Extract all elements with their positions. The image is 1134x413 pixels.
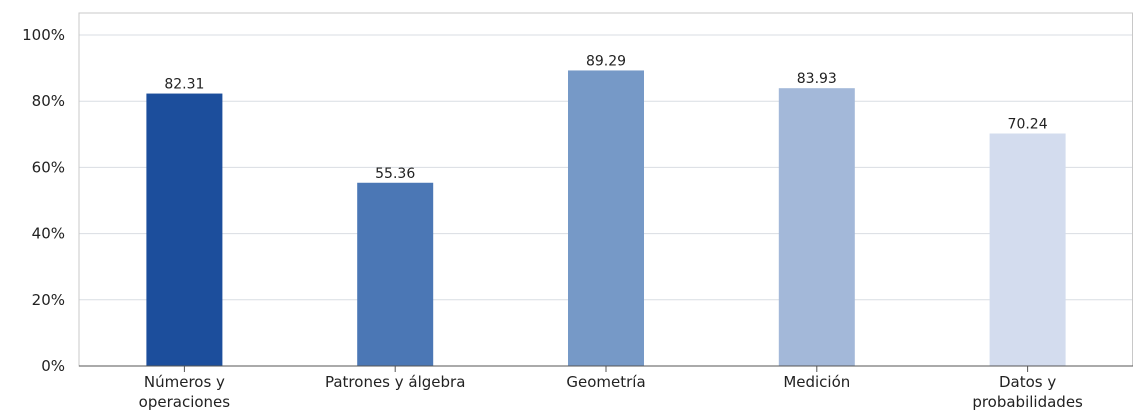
labels: 0% 20% 40% 60% 80% 100% 82.31 Números y operacio… bbox=[22, 26, 1083, 411]
axes bbox=[78, 12, 1133, 372]
data-label: 70.24 bbox=[1008, 117, 1048, 133]
y-tick-label: 60% bbox=[32, 158, 65, 176]
data-label: 83.93 bbox=[797, 71, 837, 87]
data-label: 82.31 bbox=[164, 77, 204, 93]
bar bbox=[146, 93, 223, 367]
bars bbox=[146, 70, 1066, 367]
x-tick-label: Datos y probabilidades bbox=[972, 373, 1083, 411]
bar bbox=[568, 70, 644, 366]
bar bbox=[989, 133, 1066, 366]
x-tick-label: Geometría bbox=[566, 373, 645, 391]
y-tick-label: 40% bbox=[32, 225, 65, 243]
x-tick-label: Patrones y álgebra bbox=[325, 373, 465, 391]
y-tick-label: 20% bbox=[32, 291, 65, 309]
x-tick-label: Medición bbox=[783, 373, 850, 391]
data-label: 55.36 bbox=[375, 166, 415, 182]
y-tick-label: 100% bbox=[22, 26, 65, 44]
data-label: 89.29 bbox=[586, 53, 626, 69]
bar bbox=[778, 88, 855, 366]
y-tick-label: 0% bbox=[41, 357, 65, 375]
x-tick-label: Números y operaciones bbox=[139, 373, 231, 411]
y-tick-label: 80% bbox=[32, 92, 65, 110]
bar bbox=[357, 182, 434, 366]
